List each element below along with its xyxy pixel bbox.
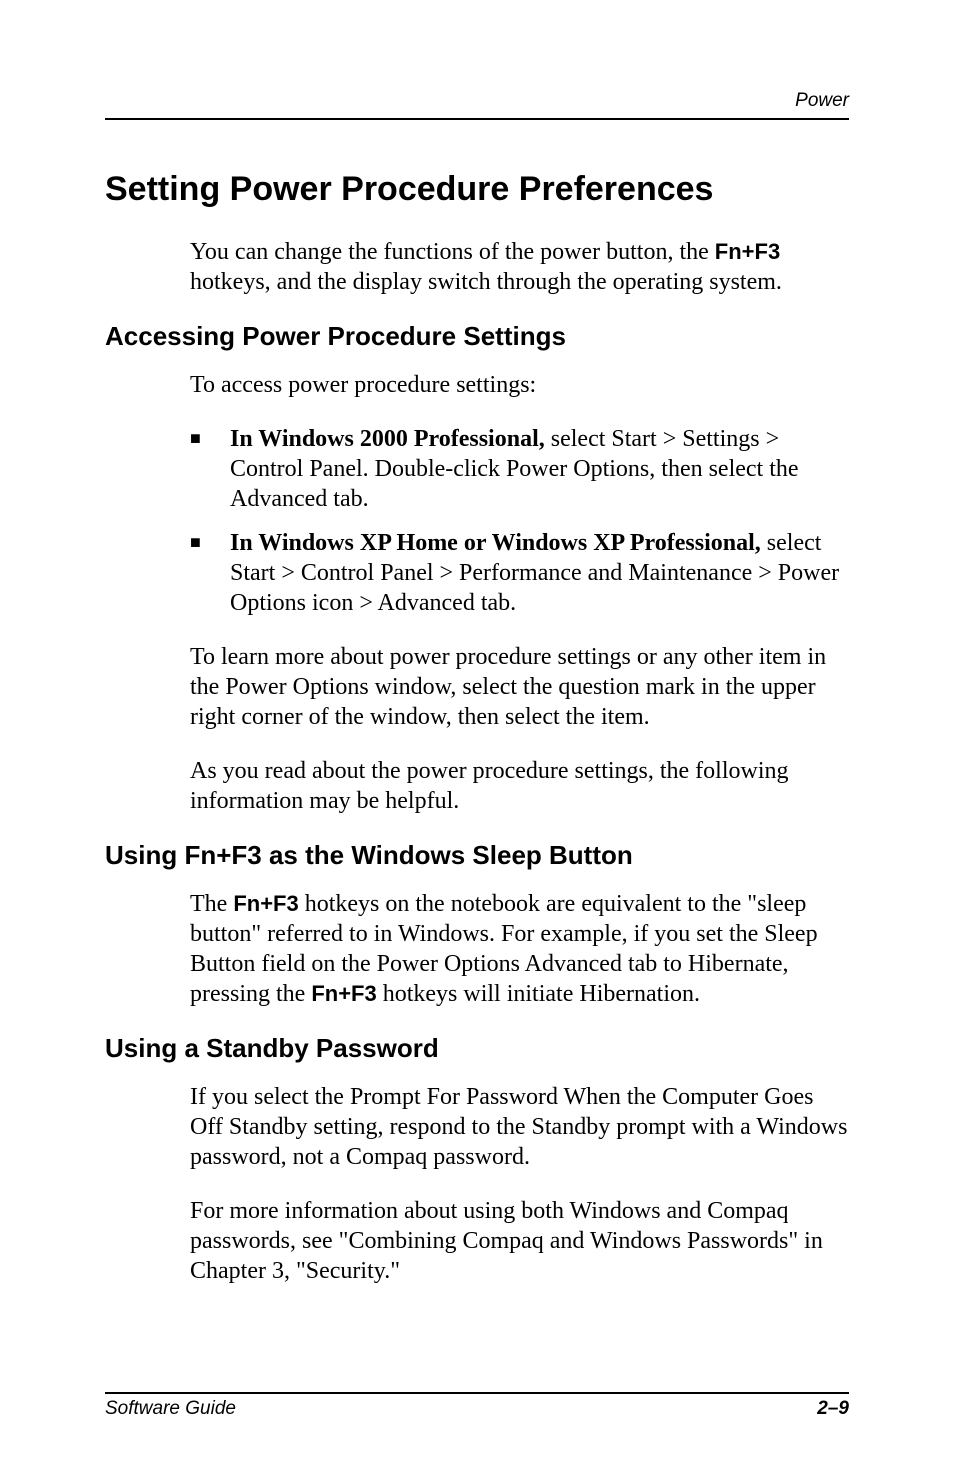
- header-rule: [105, 118, 849, 120]
- footer-right: 2–9: [817, 1398, 849, 1420]
- list-item: In Windows 2000 Professional, select Sta…: [190, 424, 849, 514]
- sub2-text-a: The: [190, 891, 233, 917]
- sub2-hotkey-1: Fn+F3: [233, 891, 298, 916]
- sub1-bullet-list: In Windows 2000 Professional, select Sta…: [190, 424, 849, 618]
- sub1-after-2: As you read about the power procedure se…: [190, 756, 849, 816]
- page-footer: Software Guide 2–9: [105, 1392, 849, 1420]
- sub2-text-c: hotkeys will initiate Hibernation.: [377, 981, 700, 1007]
- subsection-1-title: Accessing Power Procedure Settings: [105, 321, 849, 352]
- section-title: Setting Power Procedure Preferences: [105, 170, 849, 209]
- sub1-after-1: To learn more about power procedure sett…: [190, 642, 849, 732]
- sub3-paragraph-1: If you select the Prompt For Password Wh…: [190, 1082, 849, 1172]
- header-label: Power: [105, 90, 849, 112]
- subsection-2-title: Using Fn+F3 as the Windows Sleep Button: [105, 840, 849, 871]
- bullet-bold: In Windows XP Home or Windows XP Profess…: [230, 530, 761, 556]
- footer-left: Software Guide: [105, 1398, 236, 1420]
- section-intro: You can change the functions of the powe…: [190, 237, 849, 297]
- sub2-paragraph: The Fn+F3 hotkeys on the notebook are eq…: [190, 889, 849, 1009]
- intro-text-2: hotkeys, and the display switch through …: [190, 269, 782, 295]
- sub3-paragraph-2: For more information about using both Wi…: [190, 1196, 849, 1286]
- sub1-lead: To access power procedure settings:: [190, 370, 849, 400]
- subsection-3-title: Using a Standby Password: [105, 1033, 849, 1064]
- list-item: In Windows XP Home or Windows XP Profess…: [190, 528, 849, 618]
- footer-rule: [105, 1392, 849, 1394]
- intro-text-1: You can change the functions of the powe…: [190, 239, 715, 265]
- bullet-bold: In Windows 2000 Professional,: [230, 426, 545, 452]
- page-header: Power: [105, 90, 849, 120]
- sub2-hotkey-2: Fn+F3: [311, 981, 376, 1006]
- intro-hotkey: Fn+F3: [715, 239, 780, 264]
- intro-paragraph: You can change the functions of the powe…: [190, 237, 849, 297]
